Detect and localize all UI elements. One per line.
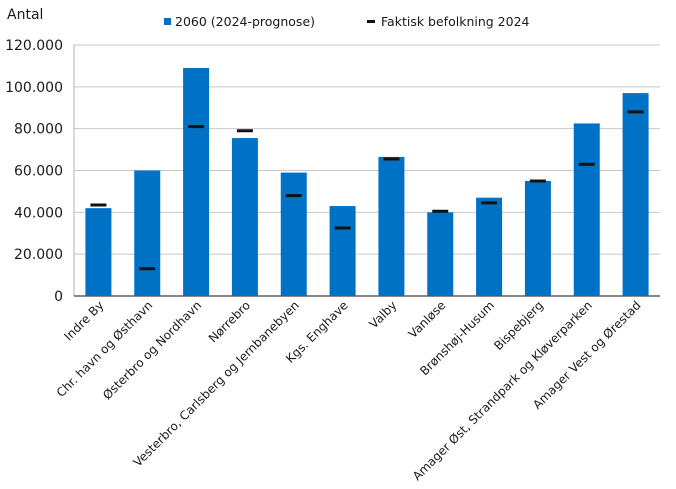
bar bbox=[280, 172, 307, 296]
y-tick-label: 120.000 bbox=[5, 38, 63, 54]
bar bbox=[524, 180, 551, 296]
bar bbox=[85, 208, 112, 296]
y-tick-label: 0 bbox=[54, 289, 63, 305]
legend-item-markers: Faktisk befolkning 2024 bbox=[315, 14, 529, 29]
bar bbox=[573, 123, 600, 296]
legend-marker-swatch bbox=[367, 20, 376, 23]
y-axis-title: Antal bbox=[7, 7, 44, 23]
x-tick-label: Indre By bbox=[61, 298, 106, 343]
legend-label-bars: 2060 (2024-prognose) bbox=[175, 14, 316, 29]
bar bbox=[329, 206, 356, 296]
y-tick-label: 40.000 bbox=[14, 205, 63, 221]
y-tick-label: 20.000 bbox=[14, 247, 63, 263]
x-tick-label: Valby bbox=[367, 298, 400, 331]
y-tick-label: 80.000 bbox=[14, 122, 63, 138]
bar bbox=[378, 156, 405, 296]
x-tick-label: Østerbro og Nordhavn bbox=[100, 298, 204, 402]
bar bbox=[622, 93, 649, 296]
legend-bar-swatch bbox=[164, 18, 171, 25]
bar bbox=[427, 212, 454, 296]
bar bbox=[476, 197, 503, 296]
x-tick-label: Vanløse bbox=[406, 298, 449, 341]
y-tick-label: 60.000 bbox=[14, 164, 63, 180]
x-tick-label: Amager Øst, Strandpark og Kløverparken bbox=[410, 298, 595, 483]
legend-item-bars: 2060 (2024-prognose) bbox=[164, 14, 315, 29]
bar bbox=[183, 68, 210, 296]
legend: 2060 (2024-prognose) Faktisk befolkning … bbox=[164, 14, 529, 29]
bar bbox=[134, 170, 161, 296]
bar bbox=[231, 138, 258, 296]
legend-label-markers: Faktisk befolkning 2024 bbox=[381, 14, 530, 29]
y-tick-label: 100.000 bbox=[5, 80, 63, 96]
x-tick-label: Chr. havn og Østhavn bbox=[54, 298, 156, 400]
x-tick-label: Nørrebro bbox=[206, 298, 253, 345]
